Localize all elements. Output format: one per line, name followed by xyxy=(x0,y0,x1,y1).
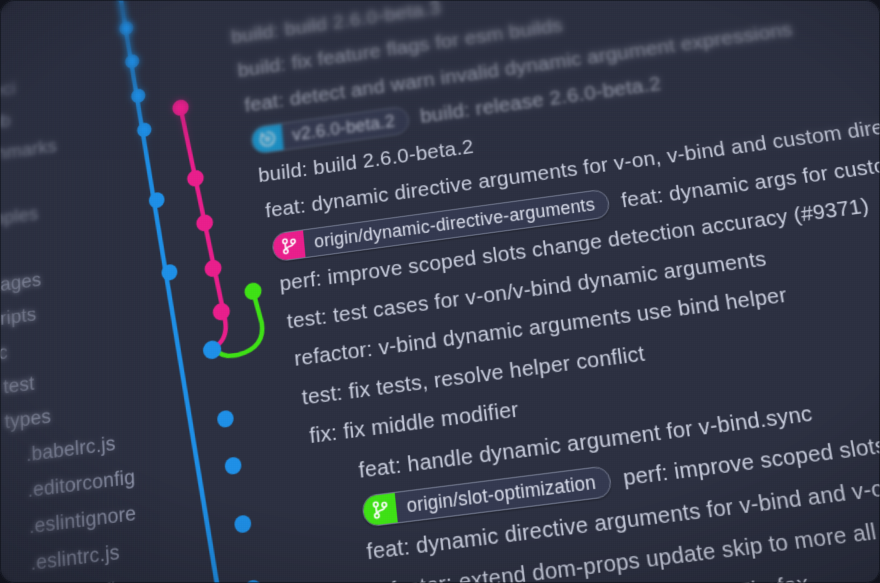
sidebar-item-label: test xyxy=(2,373,35,399)
tag-icon xyxy=(251,123,284,154)
sidebar-item-label: .github xyxy=(0,111,12,139)
spacer-icon xyxy=(13,524,21,536)
sidebar-item-label: packages xyxy=(0,269,42,302)
sidebar-item-label: .circleci xyxy=(0,78,17,107)
spacer-icon xyxy=(14,560,22,572)
sidebar-item-label: types xyxy=(4,406,52,434)
sidebar-item-label: .babelrc.js xyxy=(25,433,117,467)
sidebar-item-label: src xyxy=(0,342,9,367)
sidebar-item-label: scripts xyxy=(0,304,37,333)
sidebar-item-label: examples xyxy=(0,203,39,236)
sidebar-item-label: .eslintrc.js xyxy=(30,541,121,576)
spacer-icon xyxy=(10,452,17,463)
spacer-icon xyxy=(11,488,18,499)
